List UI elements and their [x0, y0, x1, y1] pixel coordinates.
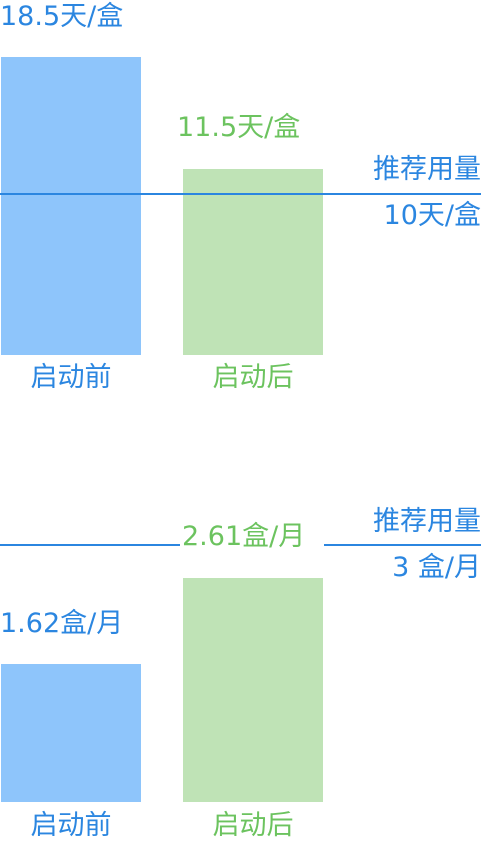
- reference-label-value: 10天/盒: [383, 200, 481, 231]
- bar-after: [183, 169, 323, 355]
- reference-line: [0, 193, 481, 195]
- category-label-before: 启动前: [30, 810, 112, 841]
- bar-value-label-after: 2.61盒/月: [182, 521, 306, 552]
- bar-value-label-before: 18.5天/盒: [0, 1, 124, 32]
- reference-line: [0, 544, 180, 546]
- bar-before: [1, 664, 141, 802]
- bar-after: [183, 578, 323, 802]
- bar-value-label-after: 11.5天/盒: [177, 112, 301, 143]
- bar-value-label-before: 1.62盒/月: [0, 608, 124, 639]
- category-label-before: 启动前: [30, 362, 112, 393]
- reference-label-title: 推荐用量: [373, 154, 481, 185]
- reference-label-value: 3 盒/月: [392, 552, 481, 583]
- category-label-after: 启动后: [212, 810, 294, 841]
- reference-line: [324, 544, 481, 546]
- reference-label-title: 推荐用量: [373, 506, 481, 537]
- category-label-after: 启动后: [212, 362, 294, 393]
- bar-before: [1, 57, 141, 355]
